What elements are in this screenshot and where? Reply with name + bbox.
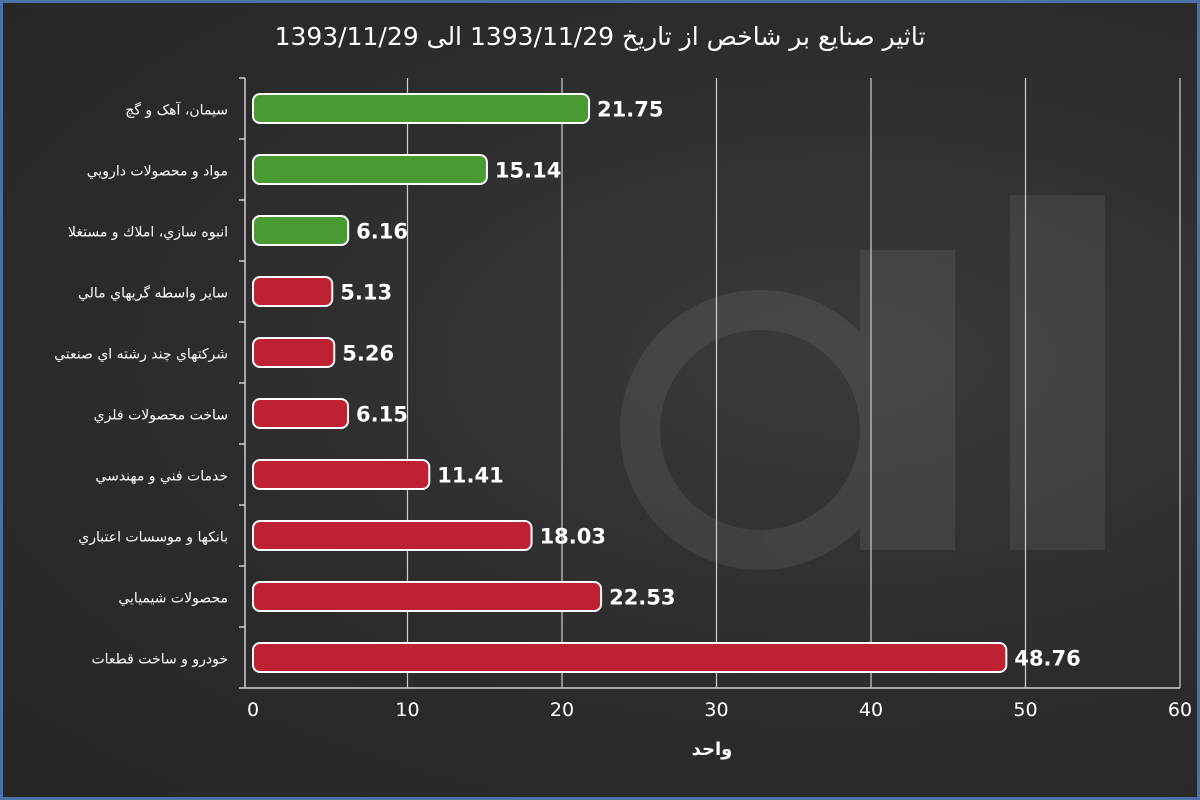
watermark-logo: [620, 195, 1105, 570]
data-label: 5.26: [342, 342, 394, 366]
x-tick-label: 40: [859, 699, 883, 721]
y-tick-label: خودرو و ساخت قطعات: [91, 652, 228, 668]
x-tick-label: 60: [1168, 699, 1192, 721]
bar-1: [252, 93, 591, 124]
data-label: 21.75: [597, 98, 663, 122]
bar-5: [252, 337, 336, 368]
x-tick-label: 50: [1013, 699, 1037, 721]
x-tick-label: 0: [247, 699, 259, 721]
data-label: 5.13: [340, 281, 392, 305]
x-tick-label: 20: [550, 699, 574, 721]
y-tick-label: محصولات شيميايي: [118, 591, 228, 607]
bar-7: [252, 459, 431, 490]
bar-4: [252, 276, 334, 307]
data-label: 11.41: [437, 464, 503, 488]
x-tick-label: 30: [704, 699, 728, 721]
bar-2: [252, 154, 488, 185]
chart-title: تاثیر صنایع بر شاخص از تاریخ 1393/11/29 …: [274, 22, 926, 51]
data-label: 15.14: [495, 159, 561, 183]
y-tick-label: سیمان، آهک و گچ: [125, 102, 228, 119]
y-tick-label: خدمات فني و مهندسي: [95, 469, 228, 485]
y-tick-label: ساير واسطه گريهاي مالي: [78, 285, 228, 302]
bar-9: [252, 581, 603, 612]
data-label: 6.16: [356, 220, 408, 244]
y-tick-label: انبوه سازي، املاك و مستغلا: [68, 225, 228, 241]
bar-10: [252, 642, 1008, 673]
y-tick-label: بانكها و موسسات اعتباري: [78, 530, 228, 546]
data-label: 22.53: [609, 586, 675, 610]
y-tick-label: مواد و محصولات دارويي: [87, 164, 228, 180]
data-label: 18.03: [540, 525, 606, 549]
y-tick-label: ساخت محصولات فلزي: [94, 408, 228, 424]
data-label: 6.15: [356, 403, 408, 427]
bar-6: [252, 398, 350, 429]
x-axis-title: واحد: [692, 739, 733, 760]
bar-3: [252, 215, 350, 246]
data-label: 48.76: [1014, 647, 1080, 671]
x-tick-label: 10: [395, 699, 419, 721]
bar-8: [252, 520, 533, 551]
y-tick-label: شركتهاي چند رشته اي صنعتي: [54, 347, 228, 363]
